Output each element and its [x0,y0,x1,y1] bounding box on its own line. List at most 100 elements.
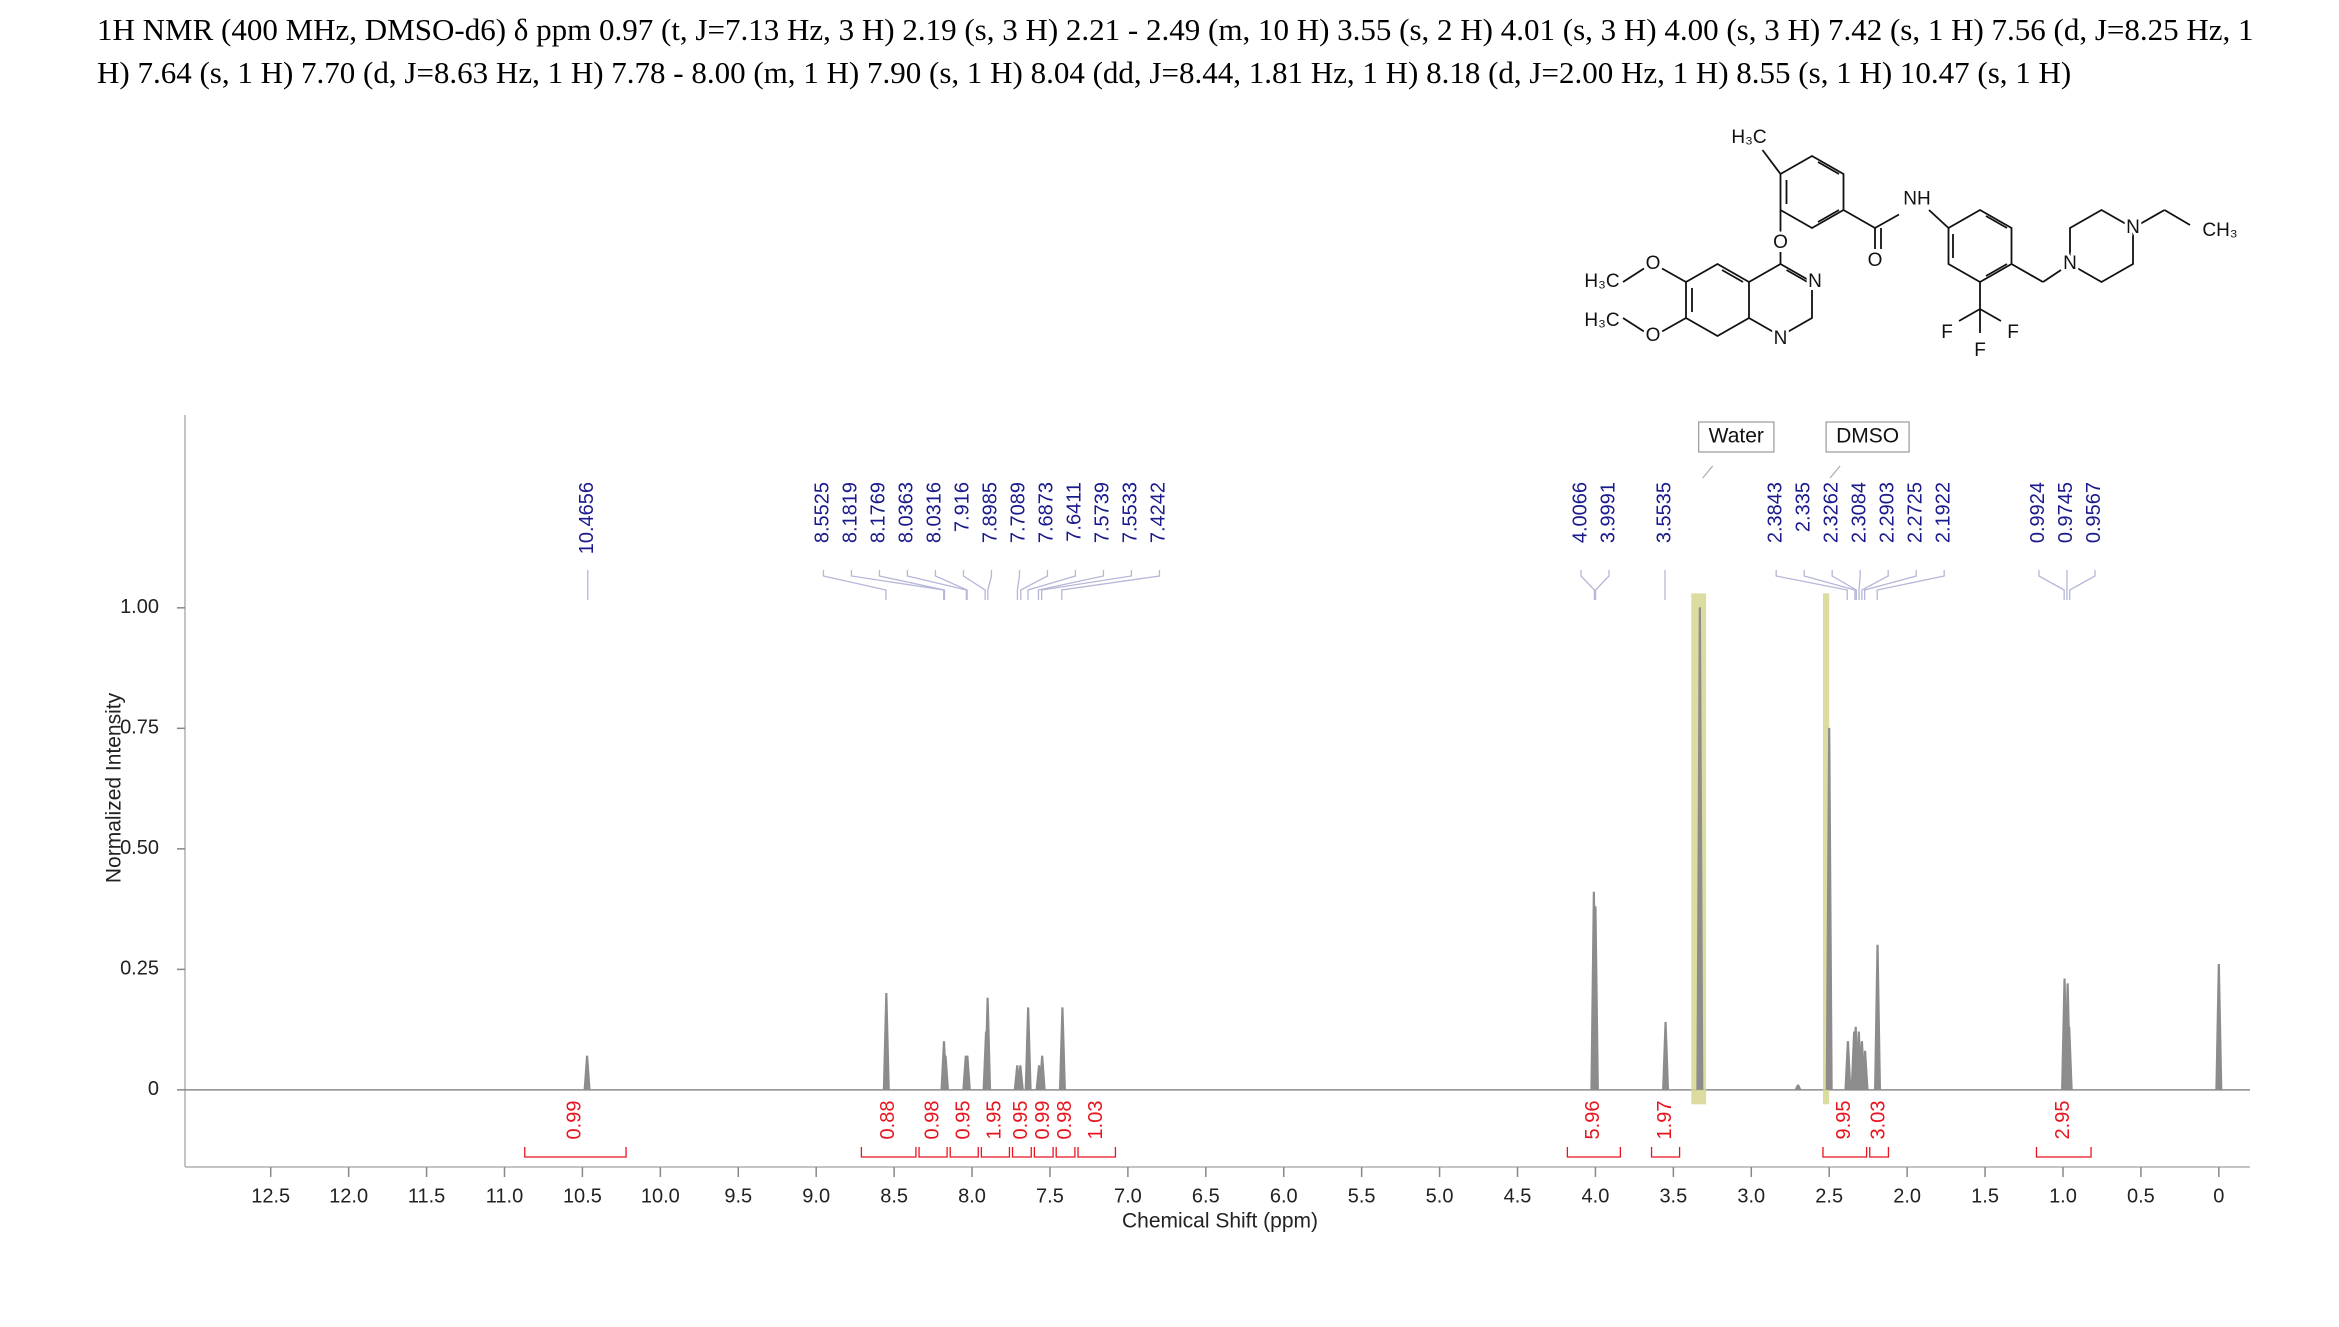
integral-bracket [2035,1147,2092,1158]
integral-label: 0.95 [953,1101,975,1140]
x-tick-label: 12.0 [329,1185,368,1207]
peak-label: 0.9567 [2083,482,2105,543]
peak [882,992,890,1090]
peak [1825,727,1833,1090]
peak-label: 8.0316 [924,482,946,543]
peak-label-connector [934,570,968,600]
peak-label-connector [822,570,887,600]
peak-label-connector [2038,570,2065,600]
integral-label: 0.98 [1054,1101,1076,1140]
peak-label-connector [1864,570,1917,600]
integral-bracket [1650,1147,1681,1158]
peak-label: 2.3843 [1764,482,1786,543]
peak [1844,1041,1852,1090]
x-tick-label: 0.5 [2127,1185,2155,1207]
bond [1843,209,1876,229]
integral-bracket [918,1147,948,1158]
atom-label: N [2126,217,2140,238]
bond [1721,269,1744,283]
peak [1038,1055,1046,1090]
atom-label: H₃C [1584,271,1619,292]
peak-label-connector [1831,570,1857,600]
peak [1662,1021,1670,1090]
peak-label-connector [878,570,946,600]
bond [2011,263,2044,283]
peak-label: 7.5533 [1120,482,1142,543]
integral-bracket [949,1147,979,1158]
x-tick-label: 10.0 [641,1185,680,1207]
bond [1958,308,1981,322]
peak-label: 8.0363 [896,482,918,543]
peak-label: 2.3262 [1820,482,1842,543]
x-tick-label: 11.0 [486,1185,523,1207]
bond [2042,269,2062,283]
integral-bracket [1055,1147,1076,1158]
bond [1685,262,1750,338]
bond [1985,263,2008,277]
integral-label: 5.96 [1582,1101,1604,1140]
atom-label: F [1974,340,1986,361]
peak-label: 2.3084 [1848,482,1870,543]
x-tick-label: 3.5 [1659,1185,1687,1207]
peak-label-connector [1858,570,1861,600]
peak-label-connector [1041,570,1133,600]
x-tick-label: 2.0 [1893,1185,1921,1207]
bond [1874,213,1900,229]
integral-bracket [524,1147,627,1158]
peak [1016,1065,1024,1090]
peak-label: 2.2725 [1904,482,1926,543]
integral-bracket [1011,1147,1032,1158]
peak [2215,964,2223,1090]
x-tick-label: 6.0 [1270,1185,1298,1207]
bond [2164,209,2191,226]
x-tick-label: 4.5 [1504,1185,1532,1207]
x-axis-label: Chemical Shift (ppm) [1122,1210,1318,1233]
integral-bracket [860,1147,917,1158]
integral-bracket [1566,1147,1622,1158]
integral-label: 0.99 [564,1101,586,1140]
peak-label: 3.5535 [1653,482,1675,543]
atom-label: CH₃ [2202,220,2237,241]
atom-label: N [2063,253,2077,274]
peak-label: 7.6873 [1036,482,1058,543]
peak [1058,1007,1066,1090]
bond [1817,161,1840,175]
peak-label-connector [1016,570,1021,600]
peak-label: 2.335 [1792,482,1814,532]
bond [1979,308,2002,322]
peak-label: 7.916 [952,482,974,532]
peak-label-connector [1775,570,1848,600]
peak-label-connector [2069,570,2096,600]
y-tick-label: 0.25 [120,958,159,980]
bond [1947,208,2013,284]
region-label-box [1825,421,1910,453]
peak-label: 8.1769 [868,482,890,543]
x-tick-label: 5.0 [1426,1185,1454,1207]
atom-label: F [2007,322,2019,343]
atom-label: N [1774,328,1788,349]
peak-label: 8.1819 [840,482,862,543]
region-label: Water [1709,425,1764,448]
bond [1761,149,1782,175]
peak-label-connector [1020,570,1049,600]
integral-label: 1.03 [1085,1101,1107,1140]
peak-label: 7.5739 [1092,482,1114,543]
peak-label: 7.7089 [1008,482,1030,543]
integral-label: 0.99 [1032,1101,1054,1140]
x-tick-label: 4.0 [1582,1185,1610,1207]
integral-bracket [1822,1147,1868,1158]
peak [1024,1007,1032,1090]
peak-label: 2.1922 [1932,482,1954,543]
integral-label: 0.88 [877,1101,899,1140]
peak-label-connector [962,570,986,600]
x-tick-label: 8.5 [880,1185,908,1207]
peak-label: 2.2903 [1876,482,1898,543]
peak [1591,906,1599,1090]
peak-label-connector [987,570,993,600]
bond [1817,209,1840,223]
peak-label: 7.8985 [980,482,1002,543]
peak [963,1055,971,1090]
atom-label: O [1868,250,1883,271]
peak-label-connector [906,570,968,600]
